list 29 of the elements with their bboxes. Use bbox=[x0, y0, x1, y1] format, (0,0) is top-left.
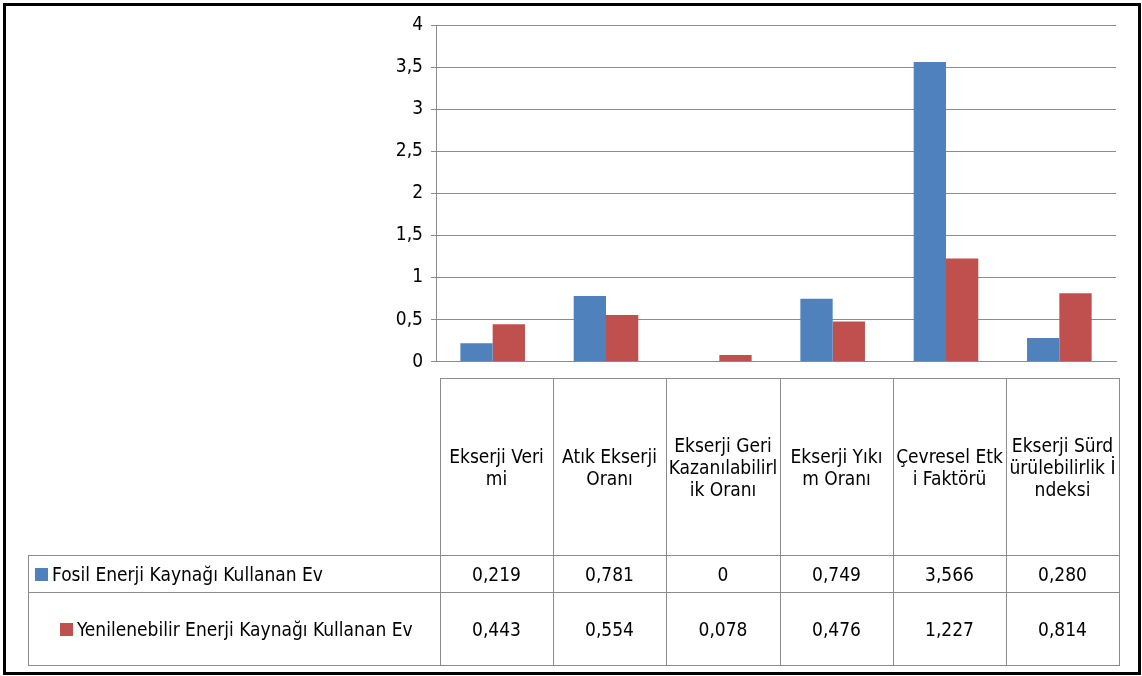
legend-label: Fosil Enerji Kaynağı Kullanan Ev bbox=[52, 563, 323, 585]
data-label: 3,566 bbox=[893, 555, 1006, 593]
y-tick-label: 3,5 bbox=[395, 54, 423, 77]
x-tick-label: Çevresel Etki Faktörü bbox=[893, 378, 1006, 556]
data-label: 0,749 bbox=[780, 555, 893, 593]
data-label: 0,443 bbox=[440, 592, 553, 666]
y-tick-label: 0 bbox=[412, 348, 423, 371]
data-label: 0,554 bbox=[553, 592, 666, 666]
y-tick-label: 0,5 bbox=[395, 306, 423, 329]
y-tick-label: 2,5 bbox=[395, 138, 423, 161]
y-tick-label: 2 bbox=[412, 180, 423, 203]
y-tick-label: 4 bbox=[412, 12, 423, 35]
data-label: 1,227 bbox=[893, 592, 1006, 666]
x-tick-label: Ekserji Geri Kazanılabilirlik Oranı bbox=[666, 378, 780, 556]
data-label: 0 bbox=[666, 555, 780, 593]
x-tick-label: Ekserji Yıkım Oranı bbox=[780, 378, 893, 556]
data-label: 0,476 bbox=[780, 592, 893, 666]
data-label: 0,078 bbox=[666, 592, 780, 666]
data-label: 0,219 bbox=[440, 555, 553, 593]
y-tick-label: 1,5 bbox=[395, 222, 423, 245]
data-label: 0,280 bbox=[1006, 555, 1119, 593]
x-tick-label: Atık Ekserji Oranı bbox=[553, 378, 666, 556]
data-label: 0,781 bbox=[553, 555, 666, 593]
y-tick-label: 1 bbox=[412, 264, 423, 287]
y-tick-label: 3 bbox=[412, 96, 423, 119]
data-label: 0,814 bbox=[1006, 592, 1119, 666]
x-tick-label: Ekserji Verimi bbox=[440, 378, 553, 556]
x-tick-label: Ekserji Sürdürülebilirlik İndeksi bbox=[1006, 378, 1119, 556]
legend-label: Yenilenebilir Enerji Kaynağı Kullanan Ev bbox=[76, 618, 413, 640]
